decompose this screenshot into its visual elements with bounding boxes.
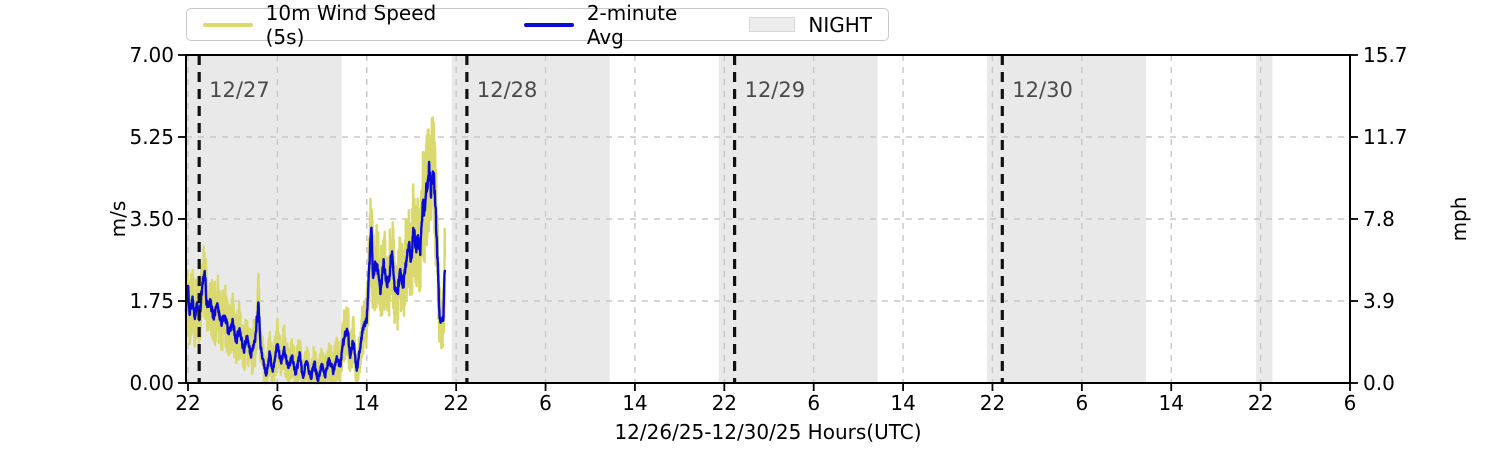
y-tick-label-left: 7.00 (129, 43, 174, 67)
date-label: 12/28 (477, 78, 538, 102)
legend-label-night: NIGHT (808, 12, 872, 37)
legend-item-night: NIGHT (749, 13, 872, 37)
x-tick-label: 6 (1075, 391, 1088, 415)
x-tick-label: 22 (980, 391, 1005, 415)
y-tick-label-right: 11.7 (1363, 125, 1408, 149)
raw-line-swatch (203, 22, 253, 27)
y-tick-label-right: 0.0 (1363, 371, 1395, 395)
y-tick-label-left: 0.00 (129, 371, 174, 395)
night-patch-swatch (749, 17, 796, 32)
x-tick-label: 14 (1159, 391, 1184, 415)
x-tick-label: 6 (1344, 391, 1357, 415)
x-tick-label: 14 (622, 391, 647, 415)
date-label: 12/30 (1012, 78, 1073, 102)
date-label: 12/29 (745, 78, 806, 102)
x-tick-label: 22 (1248, 391, 1273, 415)
x-tick-label: 6 (539, 391, 552, 415)
y-tick-label-left: 1.75 (129, 289, 174, 313)
x-tick-label: 6 (271, 391, 284, 415)
x-tick-label: 22 (175, 391, 200, 415)
legend-label-avg: 2-minute Avg (586, 0, 678, 49)
y-tick-label-right: 3.9 (1363, 289, 1395, 313)
x-tick-label: 6 (807, 391, 820, 415)
legend-item-raw: 10m Wind Speed (5s) (203, 1, 460, 49)
x-tick-label: 14 (354, 391, 379, 415)
y-tick-label-left: 5.25 (129, 125, 174, 149)
x-axis-label: 12/26/25-12/30/25 Hours(UTC) (614, 420, 922, 444)
y-tick-label-right: 15.7 (1363, 43, 1408, 67)
y-tick-label-right: 7.8 (1363, 207, 1395, 231)
avg-line-swatch (524, 22, 574, 27)
x-tick-label: 14 (890, 391, 915, 415)
chart-legend: 10m Wind Speed (5s) 2-minute Avg NIGHT (186, 1, 889, 49)
y-axis-label-right: mph (1447, 196, 1471, 242)
series-avg-wind (184, 160, 447, 383)
legend-label-raw: 10m Wind Speed (5s) (265, 0, 437, 49)
date-label: 12/27 (209, 78, 270, 102)
y-tick-label-left: 3.50 (129, 207, 174, 231)
y-axis-label-left: m/s (106, 200, 130, 238)
x-tick-label: 22 (712, 391, 737, 415)
legend-item-avg: 2-minute Avg (524, 1, 707, 49)
x-tick-label: 22 (443, 391, 468, 415)
